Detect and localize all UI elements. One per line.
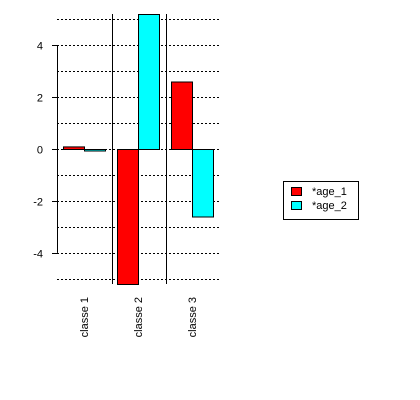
bars <box>63 14 214 285</box>
y-tick-label: 2 <box>37 93 43 105</box>
bar-age1-classe-3 <box>171 81 193 150</box>
bar-age2-classe-3 <box>192 149 214 218</box>
bar-age2-classe-1 <box>84 149 106 152</box>
legend-label: *age_1 <box>312 186 347 198</box>
y-tick-label: 0 <box>37 145 43 157</box>
y-tick-label: -4 <box>33 249 43 261</box>
legend-label: *age_2 <box>312 200 347 212</box>
x-tick-label: classe 2 <box>133 297 145 337</box>
x-tick-label: classe 3 <box>187 297 199 337</box>
legend-swatch <box>291 187 302 196</box>
legend-swatch <box>291 201 302 210</box>
bar-age1-classe-1 <box>63 146 85 150</box>
bar-age2-classe-2 <box>138 14 160 150</box>
y-tick-label: 4 <box>37 41 43 53</box>
y-axis: -4 -2 0 2 4 <box>33 41 58 261</box>
bar-age1-classe-2 <box>117 149 139 285</box>
x-tick-label: classe 1 <box>79 297 91 337</box>
category-separators <box>112 14 167 284</box>
legend: *age_1 *age_2 <box>283 181 359 220</box>
y-tick-label: -2 <box>33 197 43 209</box>
x-tick-labels: classe 1 classe 2 classe 3 <box>79 297 199 337</box>
